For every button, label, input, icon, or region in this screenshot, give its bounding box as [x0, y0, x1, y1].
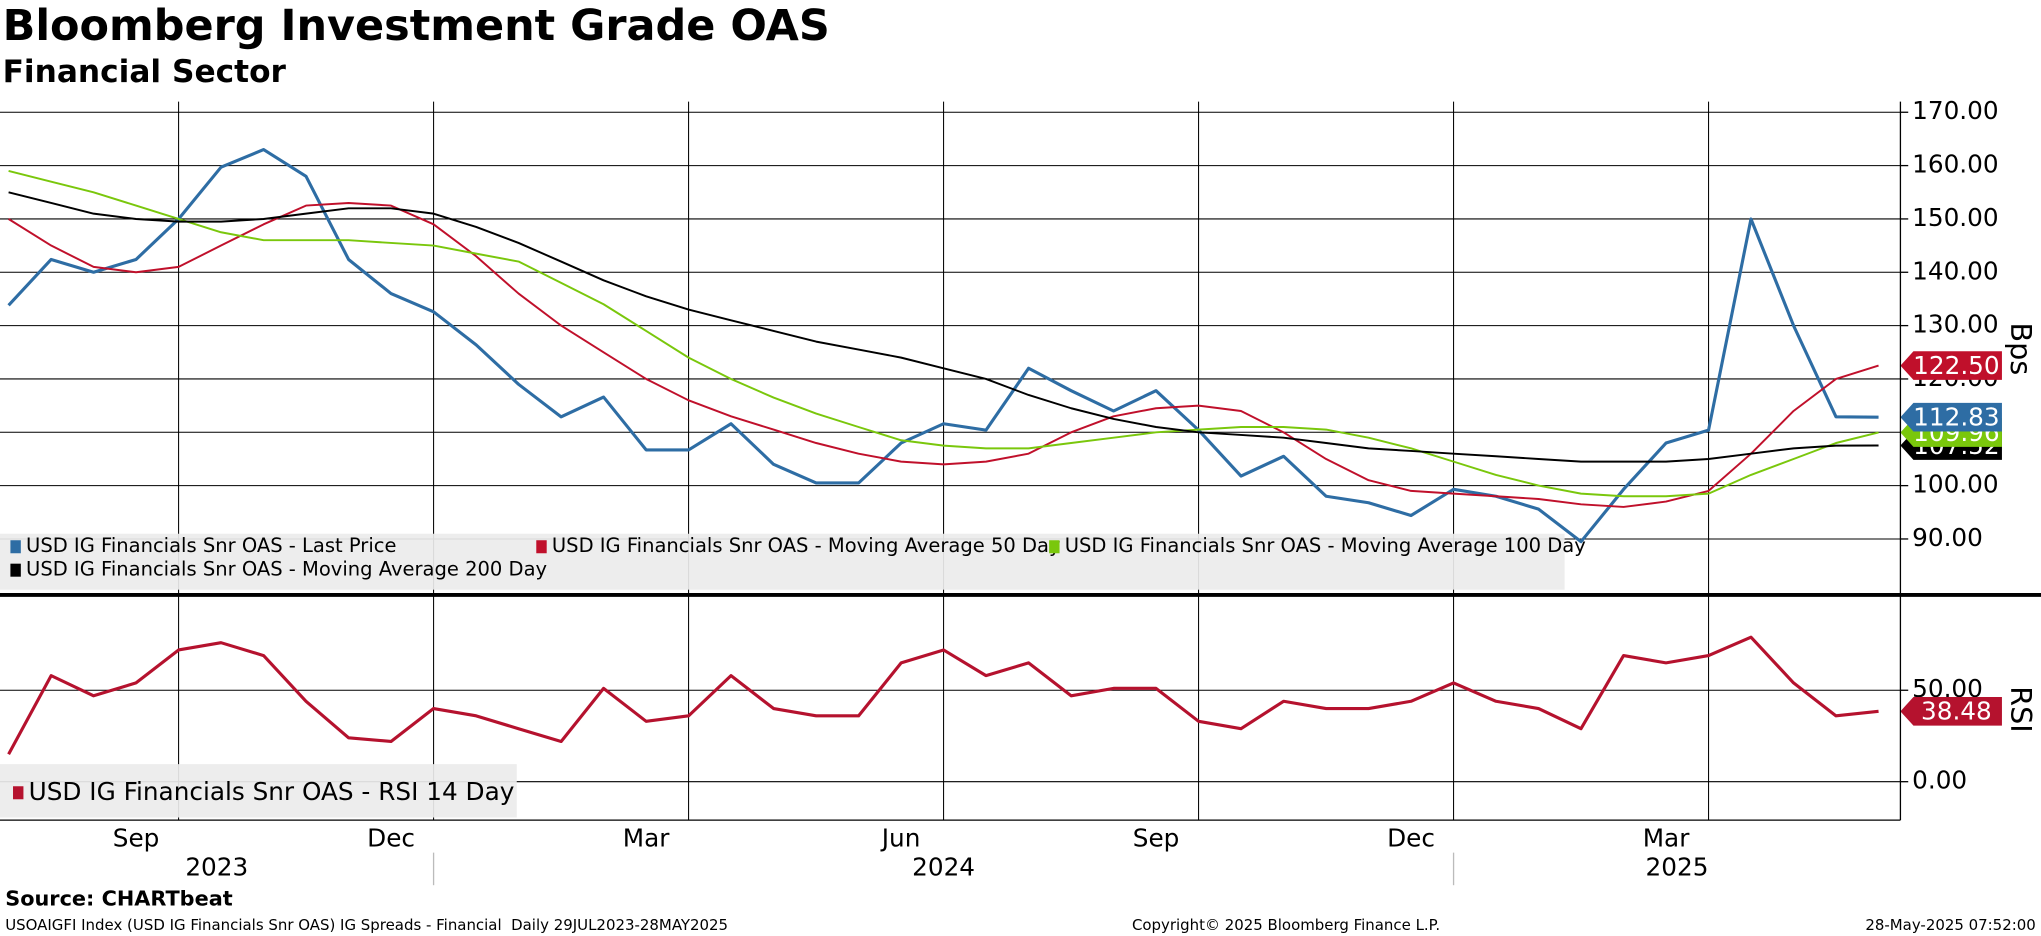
y-tick-label: 160.00: [1912, 150, 1999, 179]
end-value-label: 122.50: [1913, 351, 2000, 380]
description: USOAIGFI Index (USD IG Financials Snr OA…: [5, 916, 728, 934]
legend-label: USD IG Financials Snr OAS - Last Price: [26, 534, 396, 557]
source: Source: CHARTbeat: [5, 886, 233, 910]
legend-label: USD IG Financials Snr OAS - Moving Avera…: [26, 558, 547, 581]
x-tick-label: Mar: [1643, 824, 1690, 853]
end-value-label: 38.48: [1921, 697, 1992, 726]
y-tick-label: 130.00: [1912, 310, 1999, 339]
end-value-tag: [1900, 402, 2002, 432]
x-tick-label: Mar: [623, 824, 670, 853]
y-tick-label: 150.00: [1912, 203, 1999, 232]
y-tick-label: 170.00: [1912, 96, 1999, 125]
legend-swatch: [10, 563, 21, 577]
x-tick-label: Sep: [1133, 824, 1180, 853]
chart-title: Bloomberg Investment Grade OAS: [3, 1, 830, 51]
legend-box: [0, 533, 1565, 590]
line-series: [8, 191, 1879, 463]
line-series: [8, 202, 1879, 508]
legend-label: USD IG Financials Snr OAS - Moving Avera…: [1065, 534, 1586, 557]
chart-subtitle: Financial Sector: [3, 54, 287, 90]
timestamp: 28-May-2025 07:52:00: [1865, 916, 2035, 934]
year-label: 2023: [185, 852, 248, 881]
legend-swatch: [10, 540, 21, 554]
year-label: 2025: [1646, 852, 1709, 881]
line-series: [7, 635, 1879, 755]
legend-swatch: [536, 540, 547, 554]
y-tick-label: 90.00: [1912, 523, 1983, 552]
x-tick-label: Dec: [1387, 824, 1435, 853]
x-tick-label: Jun: [880, 824, 921, 853]
x-tick-label: Dec: [367, 824, 415, 853]
legend-label: USD IG Financials Snr OAS - Moving Avera…: [552, 534, 1061, 557]
legend-box: [0, 764, 517, 818]
legend-swatch: [1049, 540, 1060, 554]
y-tick-label: 100.00: [1912, 470, 1999, 499]
legend-label: USD IG Financials Snr OAS - RSI 14 Day: [29, 777, 515, 806]
end-value-tag: [1900, 351, 2002, 380]
end-value-label: 112.83: [1913, 402, 2000, 431]
y-tick-label: 140.00: [1912, 256, 1999, 285]
year-label: 2024: [912, 852, 975, 881]
x-tick-label: Sep: [113, 824, 160, 853]
line-series: [8, 170, 1879, 498]
y-tick-label: 0.00: [1912, 766, 1967, 795]
y-axis-label: RSI: [2004, 686, 2038, 733]
y-axis-label: Bps: [2004, 323, 2038, 376]
legend-swatch: [13, 786, 24, 800]
copyright: Copyright© 2025 Bloomberg Finance L.P.: [1132, 916, 1440, 934]
end-value-tag: [1900, 697, 2002, 726]
